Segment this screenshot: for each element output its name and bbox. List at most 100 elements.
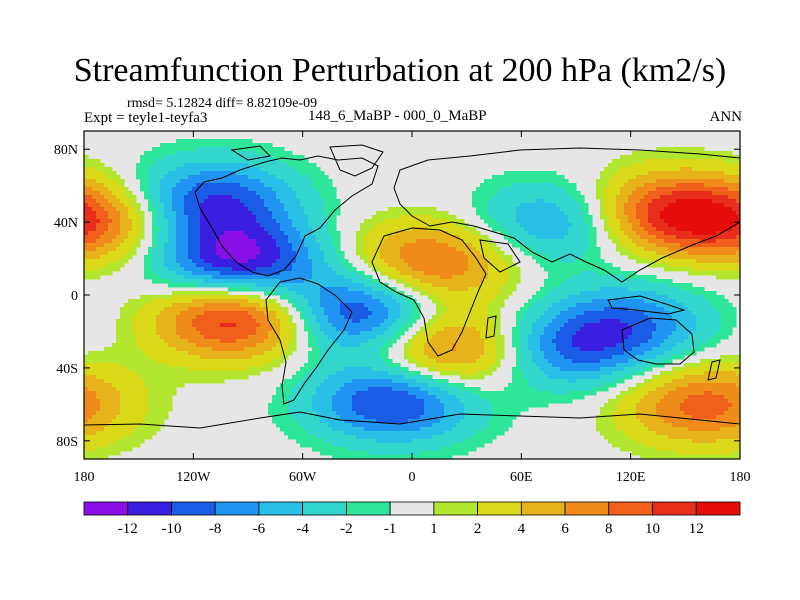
field-cell [288, 291, 293, 296]
field-cell [220, 379, 225, 384]
field-cell [272, 283, 277, 288]
field-cell [152, 239, 157, 244]
field-cell [252, 143, 257, 148]
field-cell [196, 295, 201, 300]
field-cell [380, 347, 385, 352]
field-cell [280, 395, 285, 400]
field-cell [204, 195, 209, 200]
field-cell [172, 391, 177, 396]
field-cell [376, 235, 381, 240]
field-cell [228, 319, 233, 324]
field-cell [304, 231, 309, 236]
field-cell [132, 379, 137, 384]
field-cell [232, 247, 237, 252]
field-cell [184, 295, 189, 300]
field-cell [384, 211, 389, 216]
field-cell [364, 243, 369, 248]
field-cell [288, 419, 293, 424]
field-cell [240, 159, 245, 164]
field-cell [336, 271, 341, 276]
field-cell [308, 171, 313, 176]
field-cell [384, 243, 389, 248]
field-cell [316, 171, 321, 176]
field-cell [152, 243, 157, 248]
field-cell [272, 259, 277, 264]
field-cell [232, 335, 237, 340]
field-cell [224, 163, 229, 168]
field-cell [376, 399, 381, 404]
field-cell [224, 299, 229, 304]
field-cell [412, 211, 417, 216]
field-cell [412, 227, 417, 232]
field-cell [188, 175, 193, 180]
field-cell [304, 327, 309, 332]
field-cell [124, 443, 129, 448]
field-cell [380, 299, 385, 304]
field-cell [204, 151, 209, 156]
field-cell [216, 363, 221, 368]
field-cell [196, 235, 201, 240]
field-cell [180, 315, 185, 320]
field-cell [376, 427, 381, 432]
field-cell [152, 171, 157, 176]
field-cell [156, 223, 161, 228]
field-cell [184, 335, 189, 340]
field-cell [376, 295, 381, 300]
field-cell [292, 335, 297, 340]
field-cell [248, 315, 253, 320]
field-cell [236, 327, 241, 332]
field-cell [144, 391, 149, 396]
field-cell [388, 311, 393, 316]
field-cell [152, 211, 157, 216]
field-cell [396, 319, 401, 324]
field-cell [284, 195, 289, 200]
field-cell [84, 355, 89, 360]
field-cell [340, 399, 345, 404]
field-cell [192, 327, 197, 332]
field-cell [108, 447, 113, 452]
field-cell [280, 223, 285, 228]
field-cell [128, 319, 133, 324]
field-cell [180, 179, 185, 184]
field-cell [280, 199, 285, 204]
field-cell [312, 243, 317, 248]
field-cell [184, 243, 189, 248]
field-cell [304, 171, 309, 176]
field-cell [180, 167, 185, 172]
field-cell [384, 255, 389, 260]
field-cell [220, 371, 225, 376]
field-cell [312, 259, 317, 264]
field-cell [316, 179, 321, 184]
field-cell [88, 179, 93, 184]
field-cell [108, 267, 113, 272]
field-cell [316, 423, 321, 428]
field-cell [336, 199, 341, 204]
field-cell [136, 411, 141, 416]
field-cell [364, 439, 369, 444]
field-cell [380, 223, 385, 228]
field-cell [240, 323, 245, 328]
field-cell [352, 435, 357, 440]
field-cell [108, 371, 113, 376]
field-cell [288, 191, 293, 196]
field-cell [276, 171, 281, 176]
field-cell [168, 195, 173, 200]
field-cell [100, 395, 105, 400]
field-cell [384, 431, 389, 436]
field-cell [92, 167, 97, 172]
field-cell [152, 151, 157, 156]
field-cell [184, 155, 189, 160]
field-cell [220, 175, 225, 180]
field-cell [180, 383, 185, 388]
field-cell [328, 359, 333, 364]
field-cell [228, 163, 233, 168]
field-cell [240, 139, 245, 144]
field-cell [264, 151, 269, 156]
field-cell [380, 455, 385, 459]
field-cell [208, 271, 213, 276]
field-cell [332, 427, 337, 432]
field-cell [404, 383, 409, 388]
field-cell [368, 227, 373, 232]
field-cell [352, 323, 357, 328]
field-cell [244, 299, 249, 304]
